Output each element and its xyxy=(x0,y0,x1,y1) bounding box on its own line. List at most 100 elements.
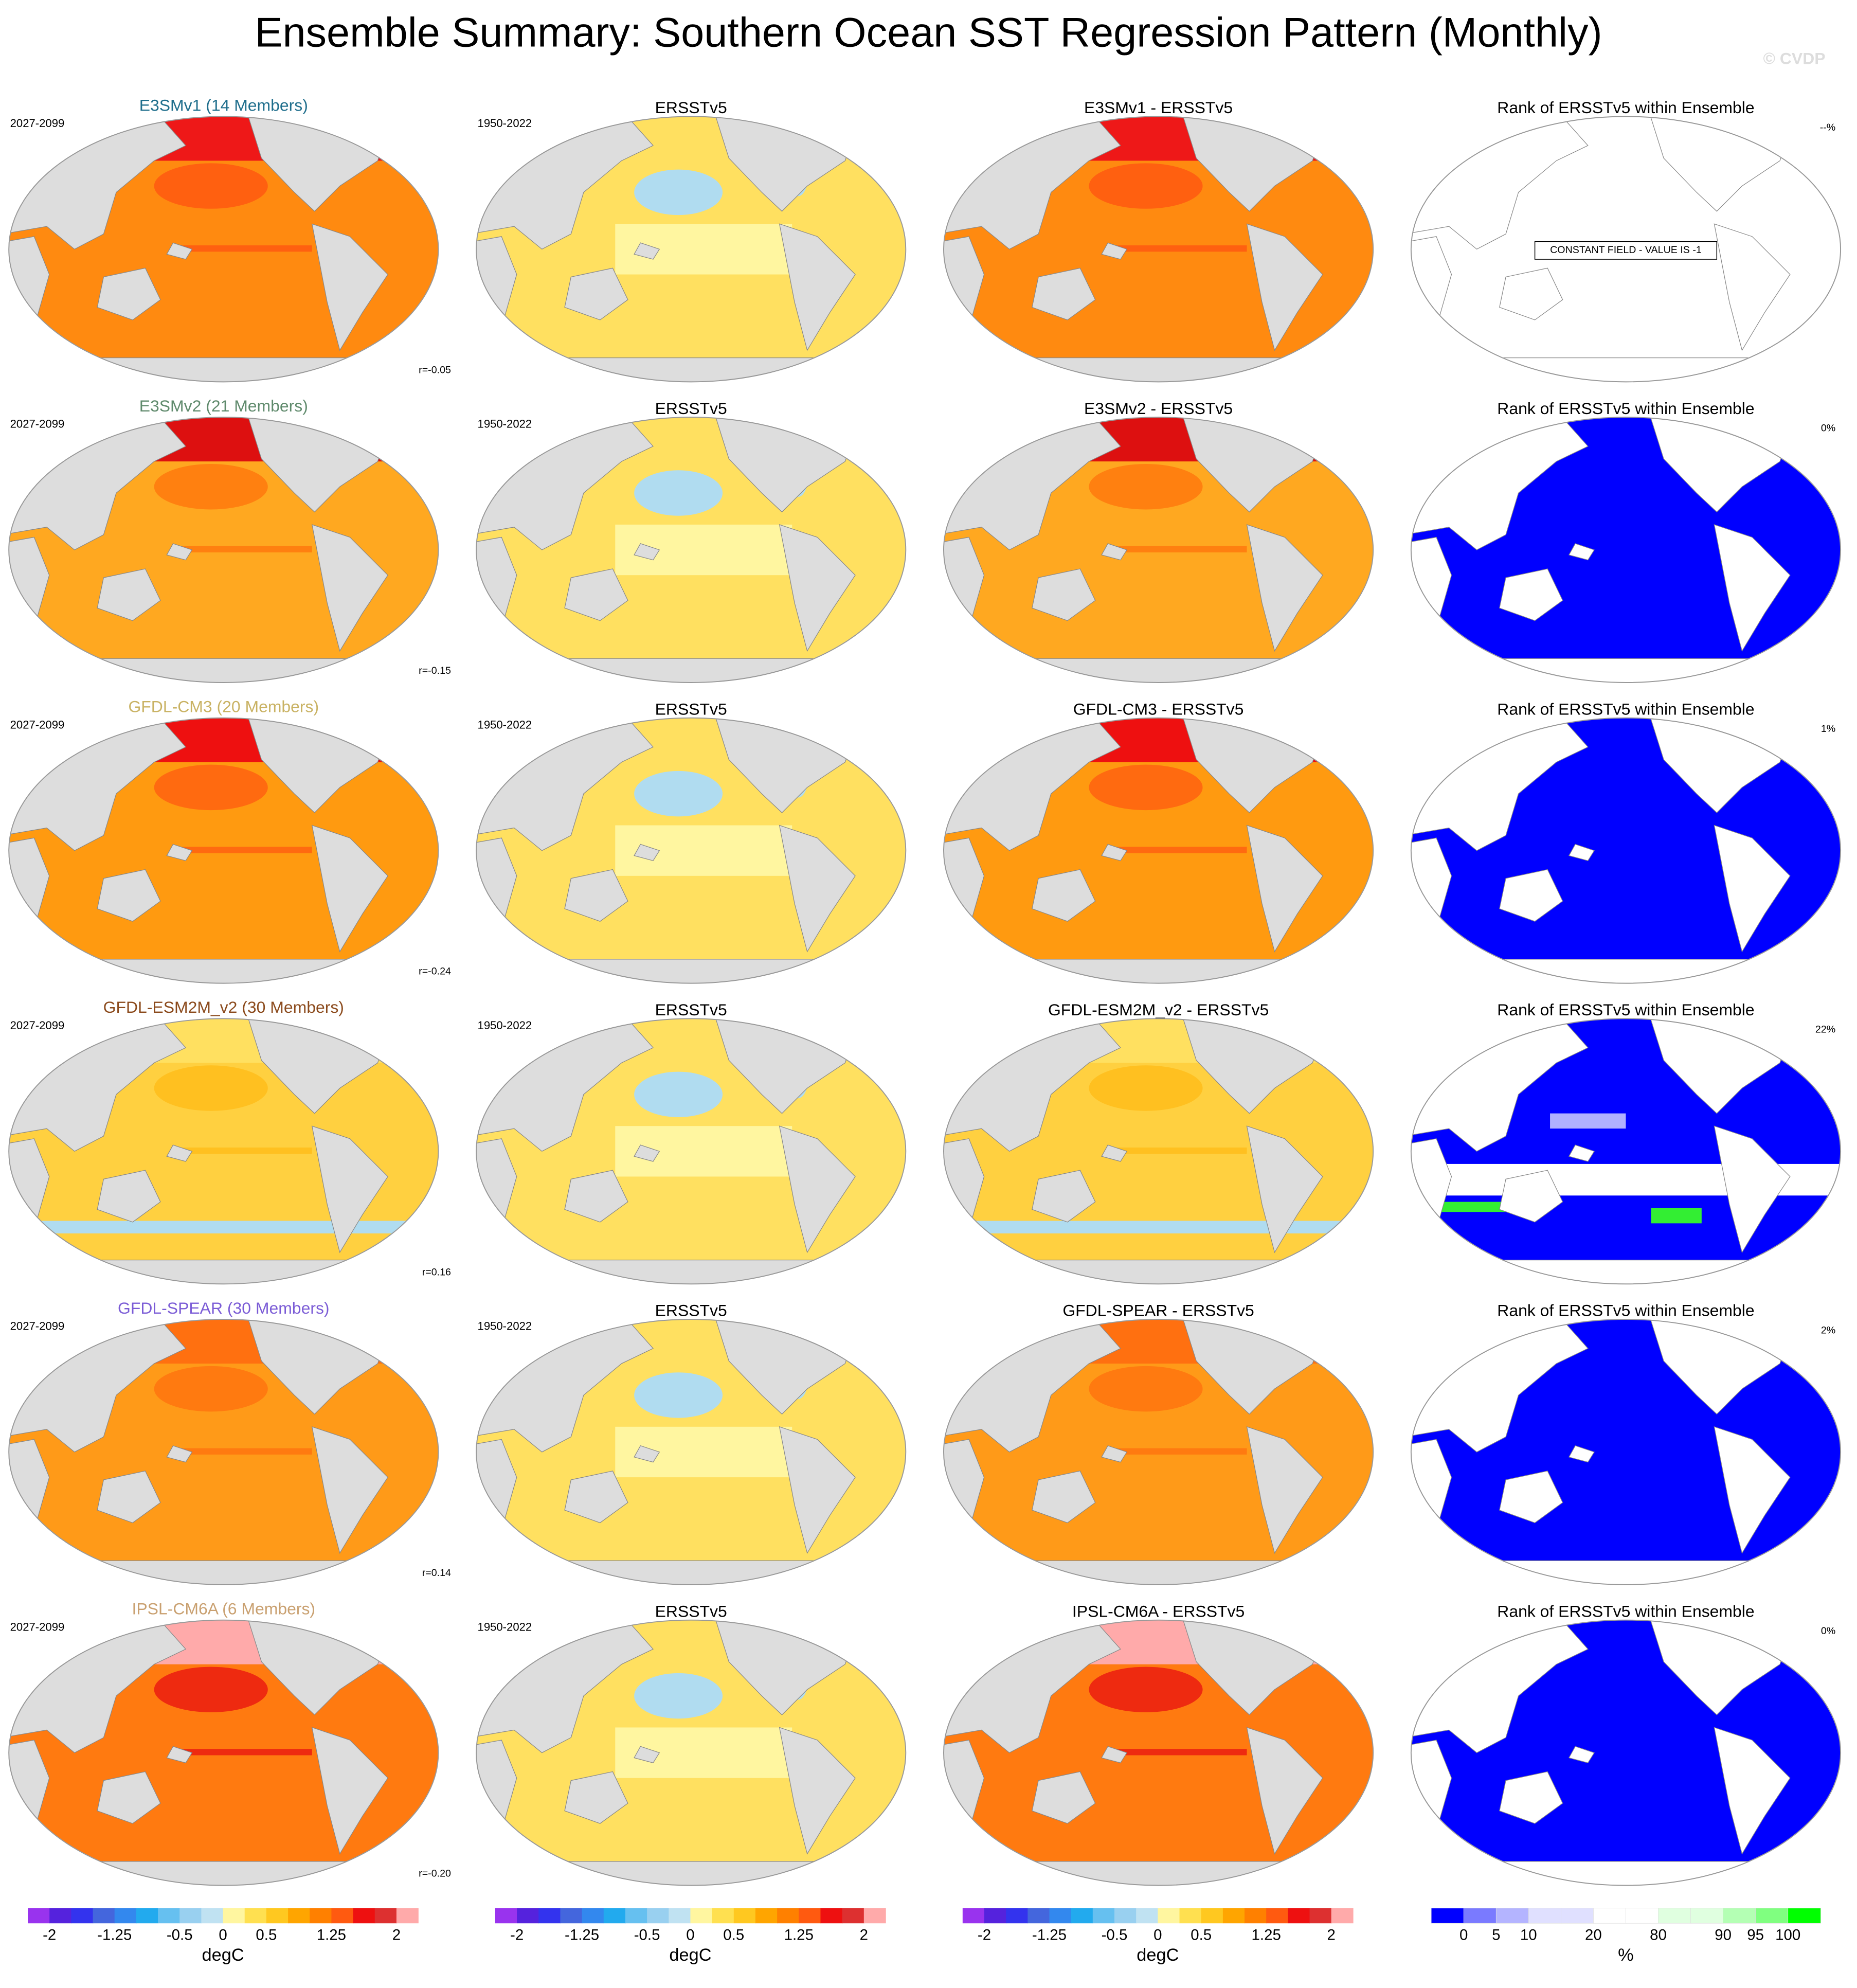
map-field xyxy=(1411,417,1841,683)
colorbar-box xyxy=(1528,1908,1562,1924)
map-field xyxy=(9,417,439,683)
ocean-north xyxy=(943,718,1374,762)
colorbar-box xyxy=(1626,1908,1659,1924)
map-outline xyxy=(1410,717,1842,984)
rank-percent: --% xyxy=(1820,122,1836,133)
rank-percent: 2% xyxy=(1821,1324,1835,1336)
ocean-equator xyxy=(1108,1147,1247,1154)
colorbar-box xyxy=(1114,1908,1137,1924)
colorbar-tick-label: 1.25 xyxy=(1252,1927,1281,1944)
colorbar-box xyxy=(331,1908,354,1924)
colorbar-box xyxy=(984,1908,1006,1924)
map-outline xyxy=(8,1619,439,1886)
map-panel xyxy=(8,116,439,383)
colorbar-label: degC xyxy=(1137,1945,1179,1965)
map-field xyxy=(943,718,1374,983)
map-panel xyxy=(943,1319,1374,1585)
map-panel xyxy=(1410,1619,1842,1886)
watermark: © CVDP xyxy=(1763,49,1825,67)
colorbar-box xyxy=(777,1908,800,1924)
rank-percent: 0% xyxy=(1821,422,1835,434)
colorbar-tick-label: 0 xyxy=(686,1927,694,1944)
ocean-north xyxy=(943,417,1374,462)
colorbar-box xyxy=(582,1908,604,1924)
colorbar-box xyxy=(560,1908,583,1924)
colorbar-box xyxy=(1495,1908,1529,1924)
colorbar-box xyxy=(1201,1908,1223,1924)
colorbar-box xyxy=(1593,1908,1627,1924)
map-outline xyxy=(943,717,1374,984)
rank-percent: 1% xyxy=(1821,723,1835,735)
colorbar-box xyxy=(1463,1908,1497,1924)
map-outline xyxy=(943,1319,1374,1585)
colorbar-box xyxy=(374,1908,397,1924)
colorbar-tick-label: 2 xyxy=(392,1927,401,1944)
colorbar-tick-label: 0.5 xyxy=(1191,1927,1212,1944)
map-field xyxy=(476,116,906,382)
ocean-equator xyxy=(1108,847,1247,853)
colorbar-box xyxy=(669,1908,691,1924)
colorbar-tick-label: 0.5 xyxy=(723,1927,744,1944)
colorbar-box xyxy=(1222,1908,1245,1924)
rank-patch xyxy=(1651,1208,1702,1224)
model-title: E3SMv2 (21 Members) xyxy=(139,397,308,415)
colorbar-box xyxy=(962,1908,985,1924)
colorbar-box xyxy=(396,1908,419,1924)
colorbar-tick-label: 0 xyxy=(1153,1927,1162,1944)
colorbar-tick-label: -2 xyxy=(43,1927,56,1944)
colorbar-box xyxy=(1288,1908,1310,1924)
map-outline xyxy=(943,116,1374,383)
ocean-anomaly xyxy=(1089,163,1203,209)
ocean xyxy=(1411,1620,1841,1886)
colorbar-tick-label: -0.5 xyxy=(167,1927,193,1944)
period-label: 1950-2022 xyxy=(478,418,532,431)
map-field xyxy=(9,1319,439,1585)
colorbar-box xyxy=(1245,1908,1267,1924)
model-title: GFDL-CM3 (20 Members) xyxy=(128,697,319,716)
map-panel xyxy=(1410,1319,1842,1585)
colorbar-box xyxy=(799,1908,821,1924)
colorbar-box xyxy=(1331,1908,1354,1924)
panel-title: Rank of ERSSTv5 within Ensemble xyxy=(1497,98,1754,117)
colorbar-box xyxy=(1266,1908,1289,1924)
ocean xyxy=(1411,417,1841,683)
colorbar-tick-label: 0.5 xyxy=(256,1927,277,1944)
map-panel xyxy=(476,116,907,383)
panel-title: Rank of ERSSTv5 within Ensemble xyxy=(1497,1301,1754,1320)
colorbar-tick-label: -0.5 xyxy=(1102,1927,1128,1944)
map-outline xyxy=(476,116,907,383)
ocean-equator xyxy=(173,245,312,252)
map-outline xyxy=(1410,1319,1842,1585)
ocean-equator xyxy=(173,1749,312,1756)
map-outline xyxy=(1410,1018,1842,1285)
colorbar-box xyxy=(1179,1908,1202,1924)
map-outline xyxy=(476,1018,907,1285)
ocean-anomaly xyxy=(634,1673,723,1719)
colorbar-box xyxy=(28,1908,50,1924)
colorbar-box xyxy=(1690,1908,1724,1924)
ocean-anomaly xyxy=(634,169,723,216)
colorbar-box xyxy=(266,1908,289,1924)
panel-title: ERSSTv5 xyxy=(655,1000,727,1019)
colorbar-box xyxy=(820,1908,843,1924)
map-panel xyxy=(476,1018,907,1285)
map-field xyxy=(943,1319,1374,1585)
ocean-anomaly xyxy=(1089,464,1203,510)
ocean-north xyxy=(943,1018,1374,1063)
colorbar-box xyxy=(625,1908,647,1924)
ocean-equator xyxy=(173,1448,312,1455)
panel-title: ERSSTv5 xyxy=(655,98,727,117)
period-label: 1950-2022 xyxy=(478,117,532,130)
map-outline xyxy=(476,1319,907,1585)
map-outline xyxy=(943,417,1374,683)
ocean-anomaly xyxy=(154,1366,268,1412)
model-title: GFDL-SPEAR (30 Members) xyxy=(118,1299,330,1317)
map-field xyxy=(943,1018,1374,1284)
colorbar-box xyxy=(495,1908,517,1924)
map-outline xyxy=(1410,417,1842,683)
map-outline xyxy=(8,1018,439,1285)
ocean-anomaly xyxy=(634,771,723,817)
ocean-equator xyxy=(1108,245,1247,252)
colorbar-box xyxy=(842,1908,864,1924)
